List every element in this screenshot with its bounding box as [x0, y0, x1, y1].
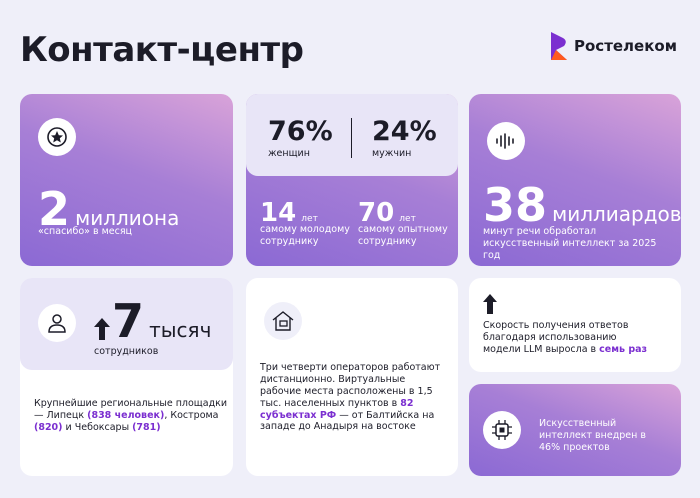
unit: миллиардов [552, 202, 681, 226]
paragraph: Скорость получения ответов благодаря исп… [483, 320, 653, 356]
card-staff-stats: 76% женщин 24% мужчин 14 лет самому моло… [246, 94, 458, 266]
card-speech: 38 миллиардов минут речи обработал искус… [469, 94, 681, 266]
label: самому опытному сотруднику [358, 224, 448, 247]
label: мужчин [372, 148, 412, 159]
highlight: (781) [132, 421, 161, 433]
text: — от Балтийска на западе до Анадыря на в… [260, 409, 435, 433]
text: , Кострома [164, 409, 219, 421]
divider [351, 118, 352, 158]
paragraph: Крупнейшие региональные площадки — Липец… [34, 398, 230, 434]
card-employees: 7 тысяч сотрудников Крупнейшие региональ… [20, 278, 233, 476]
caption: «спасибо» в месяц [38, 226, 133, 237]
caption: сотрудников [94, 346, 159, 357]
value: 76% [268, 116, 333, 147]
card-llm: Скорость получения ответов благодаря исп… [469, 278, 681, 372]
person-icon [38, 304, 76, 342]
home-icon [264, 302, 302, 340]
text: Три четверти операторов работают дистанц… [260, 362, 441, 409]
label: самому молодому сотруднику [260, 224, 350, 247]
text: Крупнейшие региональные площадки — Липец… [34, 398, 228, 421]
star-icon [38, 118, 76, 156]
value: 24% [372, 116, 437, 147]
up-arrow [483, 294, 497, 314]
text: Скорость получения ответов благодаря исп… [483, 320, 629, 355]
logo: Ростелеком [548, 30, 677, 62]
highlight: семь раз [599, 343, 648, 355]
gender-panel: 76% женщин 24% мужчин [246, 94, 458, 176]
card-thanks: 2 миллиона «спасибо» в месяц [20, 94, 233, 266]
label: женщин [268, 148, 310, 159]
unit: лет [399, 214, 416, 224]
paragraph: Три четверти операторов работают дистанц… [260, 362, 448, 433]
unit: лет [301, 214, 318, 224]
chip-icon [483, 411, 521, 449]
unit: миллиона [75, 206, 180, 230]
employees-panel: 7 тысяч сотрудников [20, 278, 233, 370]
logo-mark [551, 32, 567, 60]
highlight: (820) [34, 421, 63, 433]
text: и Чебоксары [62, 421, 133, 433]
caption: минут речи обработал искусственный интел… [483, 226, 657, 261]
value: 2 [38, 182, 71, 236]
logo-text: Ростелеком [574, 37, 677, 55]
unit: тысяч [149, 318, 212, 342]
highlight: 82 субъектах РФ [260, 397, 414, 421]
card-ai: Искусственный интеллект внедрен в 46% пр… [469, 384, 681, 476]
highlight: (838 человек) [87, 409, 165, 421]
card-remote: Три четверти операторов работают дистанц… [246, 278, 458, 476]
page-title: Контакт-центр [20, 30, 304, 70]
value: 38 [483, 178, 548, 232]
value: 14 [260, 198, 297, 228]
sound-icon [487, 122, 525, 160]
paragraph: Искусственный интеллект внедрен в 46% пр… [539, 418, 646, 453]
value: 7 [112, 294, 145, 348]
value: 70 [358, 198, 395, 228]
up-arrow [94, 318, 110, 340]
